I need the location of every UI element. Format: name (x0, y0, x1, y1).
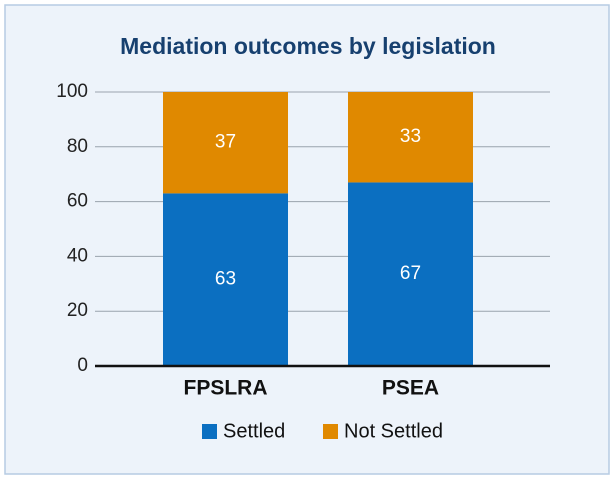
bar-segment (348, 92, 473, 183)
y-tick-label: 0 (77, 355, 88, 376)
y-tick-label: 40 (67, 245, 88, 266)
bar-segment (163, 92, 288, 194)
chart-title: Mediation outcomes by legislation (120, 33, 496, 59)
y-tick-label: 60 (67, 191, 88, 212)
bar-segment (163, 193, 288, 366)
legend-swatch (202, 424, 217, 439)
data-label: 37 (215, 132, 236, 153)
y-tick-label: 80 (67, 136, 88, 157)
y-tick-label: 20 (67, 300, 88, 321)
y-tick-label: 100 (56, 81, 88, 102)
legend-label: Not Settled (344, 420, 443, 442)
bar-segment (348, 182, 473, 366)
data-label: 63 (215, 269, 236, 290)
legend-swatch (323, 424, 338, 439)
data-label: 67 (400, 263, 421, 284)
x-tick-label: FPSLRA (184, 377, 268, 400)
x-tick-label: PSEA (382, 377, 439, 400)
chart-background (4, 4, 610, 475)
legend-label: Settled (223, 420, 285, 442)
data-label: 33 (400, 126, 421, 147)
